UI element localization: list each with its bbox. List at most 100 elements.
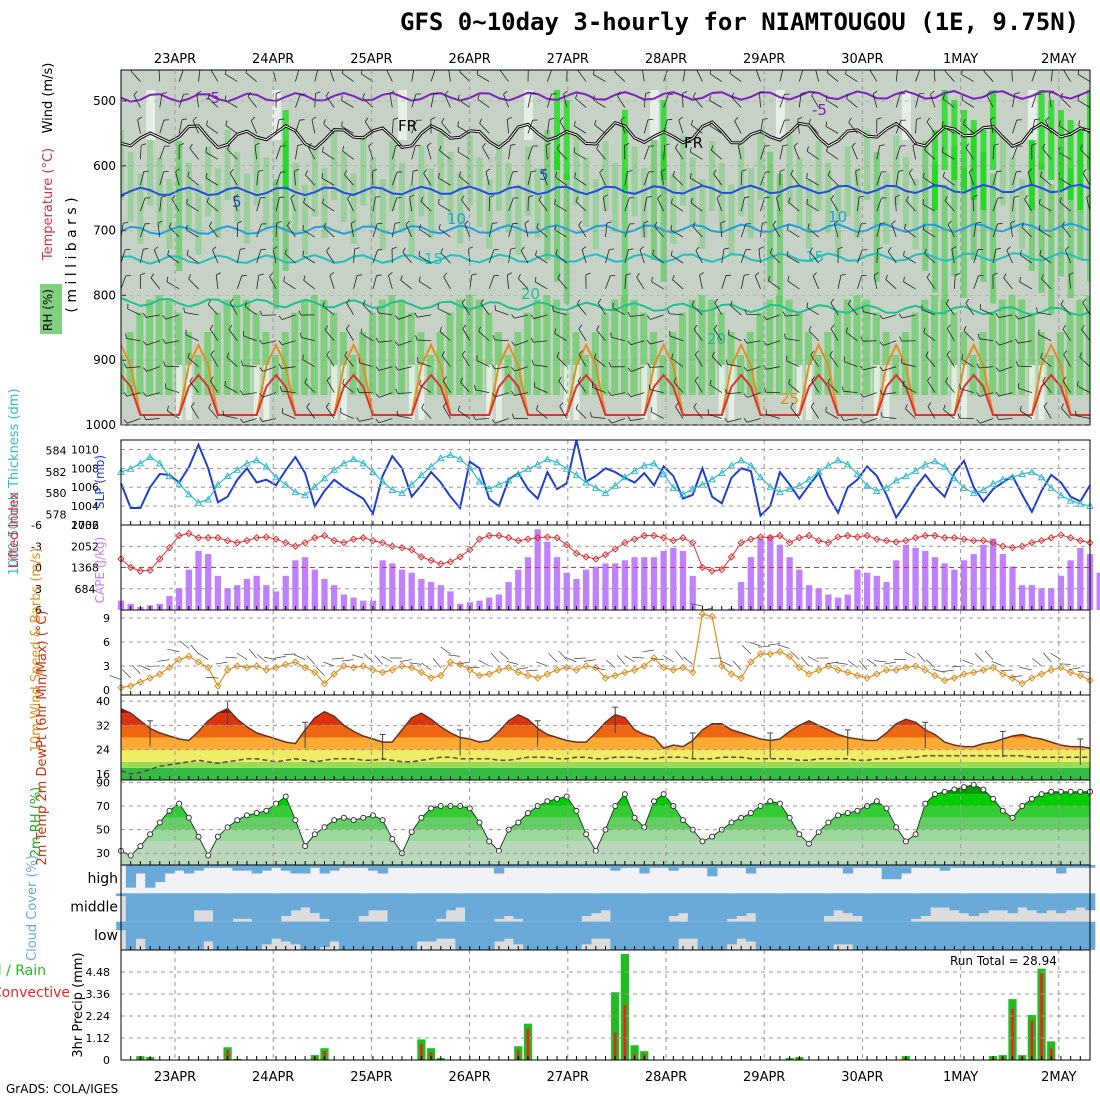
wind-barb xyxy=(825,121,828,127)
rh-cell xyxy=(931,130,938,210)
wind-barb xyxy=(895,120,902,134)
wind-barb xyxy=(210,350,215,355)
wind-barb xyxy=(1027,168,1033,173)
wind-barb xyxy=(394,315,399,320)
wind-barb xyxy=(876,117,882,120)
wind-barb xyxy=(398,314,412,320)
wind-barb xyxy=(142,391,147,397)
lifted-index-point xyxy=(262,533,271,541)
wind-barb xyxy=(499,651,509,660)
wind-barb xyxy=(552,306,554,312)
rh-cell xyxy=(757,130,764,200)
wind-barb xyxy=(178,119,183,134)
wind-barb xyxy=(524,220,530,224)
wind-barb xyxy=(141,143,147,146)
cloud-bar xyxy=(1056,893,1067,914)
wind-barb xyxy=(1058,120,1061,126)
wind-barb xyxy=(165,314,180,320)
wind-barb xyxy=(855,168,861,172)
wind-barb xyxy=(325,402,330,408)
rh-cell xyxy=(805,179,812,250)
wind-barb xyxy=(776,194,781,198)
rh-cell xyxy=(121,355,124,395)
rh-cell xyxy=(1028,130,1035,210)
thickness-point xyxy=(611,481,620,489)
wind-barb xyxy=(575,201,587,212)
wind-barb xyxy=(262,340,277,345)
rh-cell xyxy=(698,295,706,395)
wind-tick-label: 3 xyxy=(103,660,110,673)
rh-cell xyxy=(670,173,677,244)
wind-barb xyxy=(342,72,354,82)
wind-barb xyxy=(511,367,516,372)
wind-barb xyxy=(879,314,884,320)
cloud-bar xyxy=(387,865,398,868)
wind-barb xyxy=(139,171,145,186)
wind-barb xyxy=(900,358,903,364)
wind-barb xyxy=(541,172,548,186)
rh-cell xyxy=(1087,151,1090,282)
cloud-bar xyxy=(997,893,1009,911)
thickness-point xyxy=(688,484,697,492)
wind-barb xyxy=(992,249,997,264)
rh-cell xyxy=(921,299,929,395)
wind-barb xyxy=(559,120,568,134)
thickness-point xyxy=(359,459,368,467)
wind-barb xyxy=(627,340,632,345)
wind-barb xyxy=(341,95,343,101)
wind-barb xyxy=(190,406,199,419)
wind-barb xyxy=(972,194,978,198)
rh-point xyxy=(350,817,357,824)
rh-cell xyxy=(273,179,280,310)
wind-barb xyxy=(258,169,264,172)
wind-barb xyxy=(924,145,927,151)
wind-barb xyxy=(1078,124,1090,134)
wind-barb xyxy=(531,359,534,365)
rh-cell xyxy=(127,151,134,222)
wind-barb xyxy=(1060,304,1071,316)
wind-barb xyxy=(1058,125,1071,134)
cloud-bar xyxy=(300,921,311,950)
wind-speed-point xyxy=(349,663,358,672)
wind-barb xyxy=(747,392,761,398)
wind-barb xyxy=(918,92,925,95)
rh-cell xyxy=(1048,100,1055,180)
wind-barb xyxy=(229,172,238,186)
cloud-bar xyxy=(968,921,980,950)
wind-barb xyxy=(830,324,835,329)
wind-barb xyxy=(678,119,684,134)
wind-barb xyxy=(538,199,548,212)
wind-barb xyxy=(1039,254,1052,264)
wind-barb xyxy=(1077,95,1080,101)
thickness-point xyxy=(204,495,213,503)
thickness-point xyxy=(805,475,813,483)
wind-barb xyxy=(393,117,399,120)
thickness-point xyxy=(485,484,494,492)
cloud-bar xyxy=(174,921,185,950)
wind-barb xyxy=(589,411,592,418)
wind-barb xyxy=(699,272,704,276)
thickness-point xyxy=(853,469,862,477)
wind-barb xyxy=(538,195,543,201)
wind-speed-point xyxy=(388,666,397,674)
cloud-bar xyxy=(339,921,350,950)
wind-barb xyxy=(1019,405,1022,411)
wind-barb xyxy=(835,662,848,665)
wind-barb xyxy=(885,274,888,280)
wind-barb xyxy=(356,387,360,393)
li-tick-label: -6 xyxy=(31,519,42,532)
precip-total-label: Total / Rain xyxy=(0,963,46,979)
thickness-point xyxy=(330,465,339,473)
wind-speed-point xyxy=(824,662,833,670)
wind-barb xyxy=(356,416,360,422)
wind-barb xyxy=(344,351,348,356)
wind-barb xyxy=(354,247,360,250)
cloud-bar xyxy=(736,893,747,916)
cloud-bar xyxy=(464,921,476,950)
thickness-point xyxy=(165,472,174,480)
wind-barb xyxy=(768,275,771,281)
rh-cell xyxy=(233,295,241,395)
rh-contour-label: 50 xyxy=(487,152,501,165)
lifted-index-point xyxy=(611,545,619,553)
cloud-bar xyxy=(755,921,766,950)
